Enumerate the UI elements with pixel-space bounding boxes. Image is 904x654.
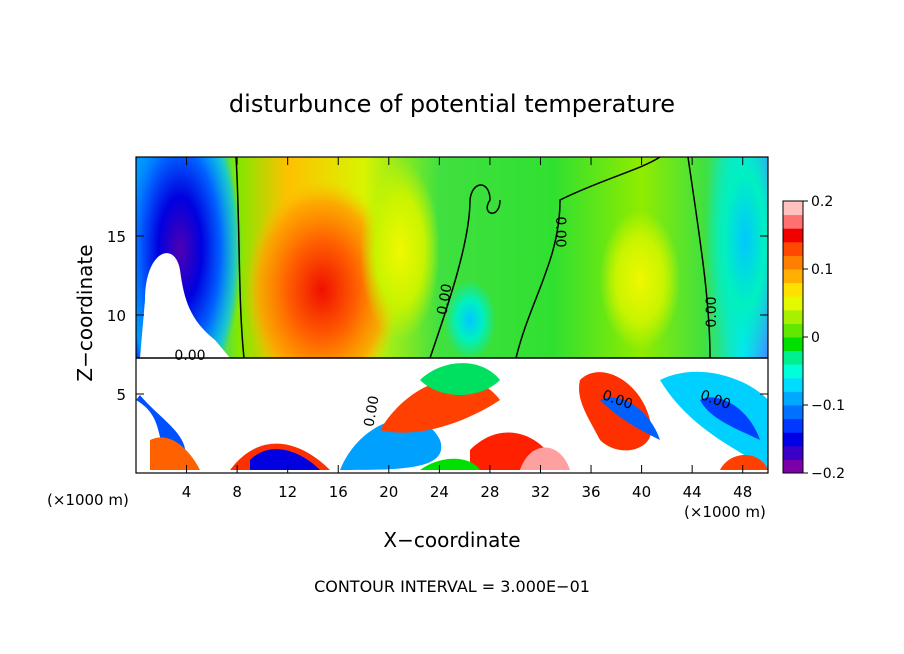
x-tick-label: 8 xyxy=(232,483,242,501)
colorbar-tick-label: 0.1 xyxy=(811,262,833,278)
colorbar: 0.2 0.1 0 −0.1 −0.2 xyxy=(782,194,845,482)
colorbar-swatch xyxy=(783,337,803,352)
colorbar-swatch xyxy=(783,350,803,365)
contour-label: 0.00 xyxy=(552,216,568,247)
x-axis: 4 8 12 16 20 24 28 32 36 40 44 48 xyxy=(182,157,752,501)
x-tick-label: 40 xyxy=(632,483,651,501)
colorbar-swatch xyxy=(783,377,803,392)
colorbar-swatch xyxy=(783,214,803,229)
y-tick-label: 5 xyxy=(116,386,126,404)
contour-label: 0.00 xyxy=(361,395,382,428)
x-unit-label: (×1000 m) xyxy=(47,491,129,509)
colorbar-swatch xyxy=(783,309,803,324)
colorbar-swatch xyxy=(783,364,803,379)
x-axis-label: X−coordinate xyxy=(383,528,520,552)
colorbar-tick-label: 0 xyxy=(811,330,820,346)
x-tick-label: 48 xyxy=(733,483,752,501)
colorbar-swatch xyxy=(783,228,803,243)
x-tick-label: 20 xyxy=(379,483,398,501)
x-unit-label-right: (×1000 m) xyxy=(684,503,766,521)
colorbar-swatch xyxy=(783,405,803,420)
colorbar-swatch xyxy=(783,432,803,447)
y-tick-label: 10 xyxy=(107,307,126,325)
colorbar-swatch xyxy=(783,323,803,338)
heatmap-field xyxy=(136,157,768,473)
contour-label: 0.00 xyxy=(174,348,205,364)
y-axis: 5 10 15 xyxy=(107,228,768,404)
x-tick-label: 36 xyxy=(581,483,600,501)
colorbar-swatch xyxy=(783,201,803,216)
colorbar-tick-label: −0.2 xyxy=(811,466,845,482)
y-axis-label: Z−coordinate xyxy=(73,244,97,381)
x-tick-label: 16 xyxy=(329,483,348,501)
contour-label: 0.00 xyxy=(704,296,720,327)
colorbar-swatch xyxy=(783,418,803,433)
colorbar-swatch xyxy=(783,459,803,474)
colorbar-swatch xyxy=(783,296,803,311)
colorbar-swatch xyxy=(783,241,803,256)
x-tick-label: 12 xyxy=(278,483,297,501)
colorbar-tick-label: −0.1 xyxy=(811,398,845,414)
x-tick-label: 4 xyxy=(182,483,192,501)
colorbar-swatch xyxy=(783,391,803,406)
contour-interval-note: CONTOUR INTERVAL = 3.000E−01 xyxy=(314,577,590,596)
colorbar-swatch xyxy=(783,282,803,297)
y-tick-label: 15 xyxy=(107,228,126,246)
x-tick-label: 24 xyxy=(430,483,449,501)
x-tick-label: 32 xyxy=(531,483,550,501)
chart-title: disturbunce of potential temperature xyxy=(229,90,675,118)
x-tick-label: 28 xyxy=(480,483,499,501)
colorbar-swatch xyxy=(783,269,803,284)
x-tick-label: 44 xyxy=(683,483,702,501)
colorbar-swatch xyxy=(783,255,803,270)
colorbar-tick-label: 0.2 xyxy=(811,194,833,210)
contour-label: 0.00 xyxy=(434,283,455,316)
colorbar-swatch xyxy=(783,445,803,460)
